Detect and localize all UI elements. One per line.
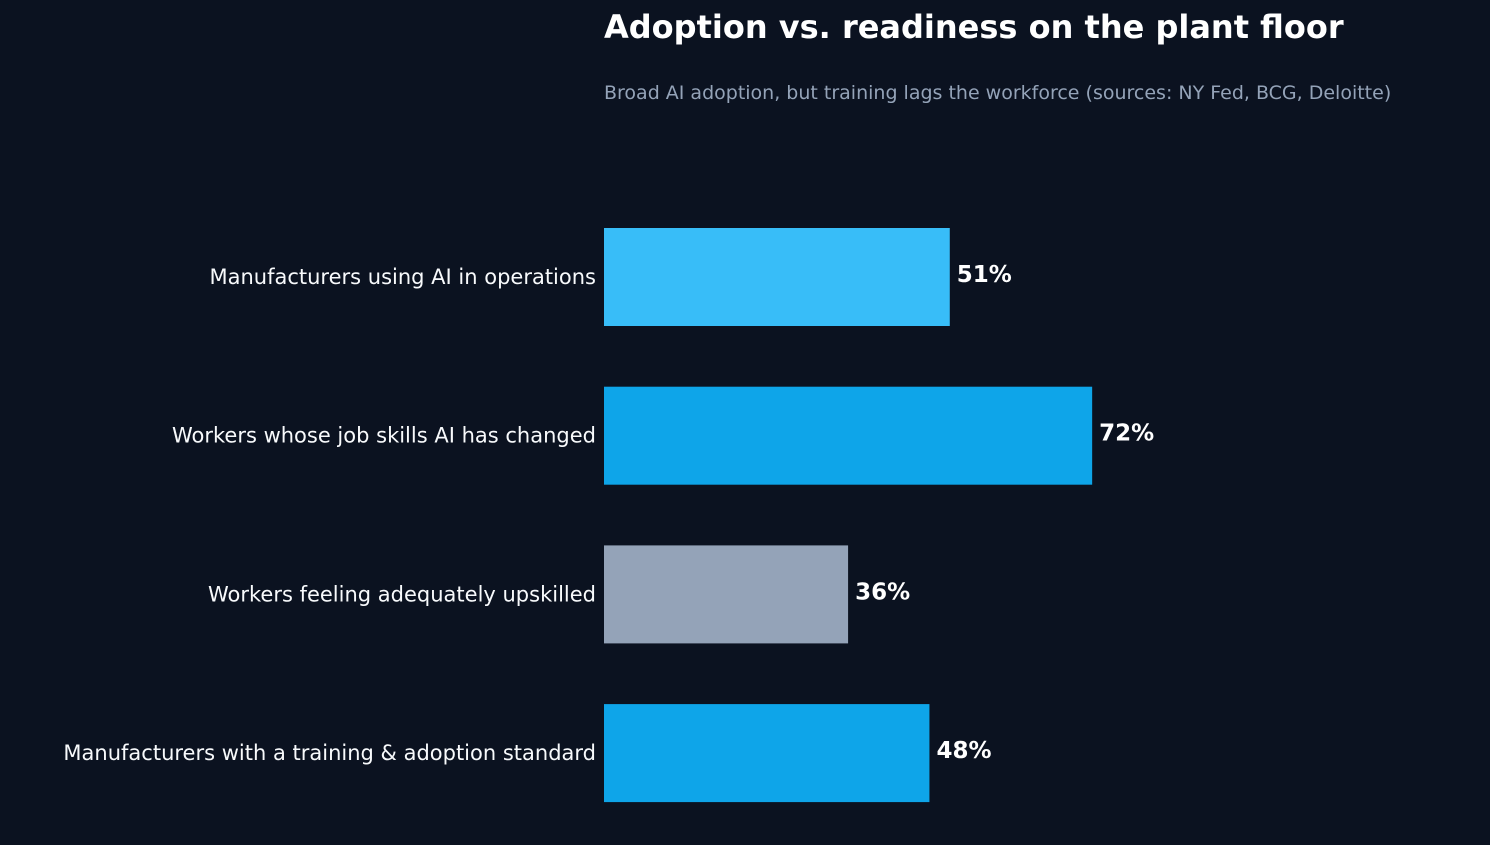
value-label-4: 48% <box>936 738 991 764</box>
chart-title: Adoption vs. readiness on the plant floo… <box>604 8 1344 46</box>
category-label-3: Workers feeling adequately upskilled <box>208 582 596 606</box>
bar-1 <box>604 228 950 326</box>
value-label-1: 51% <box>957 262 1012 288</box>
category-label-4: Manufacturers with a training & adoption… <box>63 741 596 765</box>
category-label-1: Manufacturers using AI in operations <box>209 265 596 289</box>
bar-4 <box>604 704 930 803</box>
bar-3 <box>604 545 849 644</box>
category-label-2: Workers whose job skills AI has changed <box>172 424 596 448</box>
value-label-2: 72% <box>1099 421 1154 447</box>
value-label-3: 36% <box>855 579 910 605</box>
chart-subtitle: Broad AI adoption, but training lags the… <box>604 82 1392 104</box>
bar-2 <box>604 386 1093 485</box>
